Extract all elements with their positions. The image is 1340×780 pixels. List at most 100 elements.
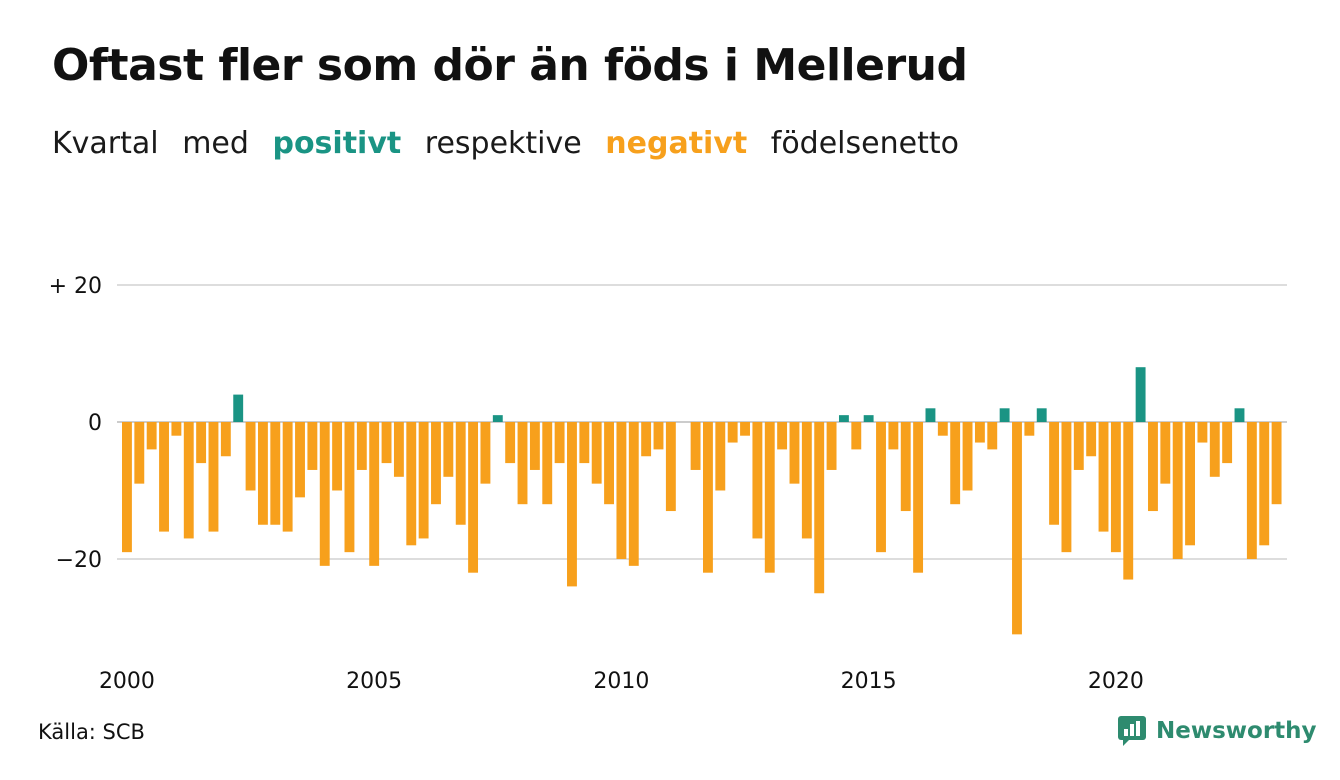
bar: [801, 422, 812, 539]
bar: [554, 422, 565, 464]
bar: [208, 422, 219, 532]
bar: [838, 415, 849, 422]
chart-subtitle: Kvartal med positivt respektive negativt…: [52, 126, 973, 161]
bar: [542, 422, 553, 505]
bar: [369, 422, 380, 566]
bar: [406, 422, 417, 546]
bar: [900, 422, 911, 512]
bar: [888, 422, 899, 450]
bar: [1098, 422, 1109, 532]
bar: [505, 422, 516, 464]
bar: [1024, 422, 1035, 436]
bar: [233, 394, 244, 422]
bar: [1073, 422, 1084, 470]
bar: [282, 422, 293, 532]
bar: [1123, 422, 1134, 580]
bar: [1246, 422, 1257, 559]
subtitle-text-med: med: [182, 126, 249, 161]
x-tick-label: 2010: [593, 669, 649, 694]
bar: [567, 422, 577, 587]
bar: [257, 422, 268, 525]
bar: [171, 422, 182, 436]
bar: [715, 422, 726, 491]
bar: [480, 422, 491, 484]
bar: [307, 422, 318, 470]
x-tick-label: 2020: [1088, 669, 1144, 694]
bar: [134, 422, 145, 484]
bar: [245, 422, 256, 491]
bar: [740, 422, 750, 436]
bar: [1185, 422, 1195, 546]
bar: [295, 422, 305, 498]
bar: [727, 422, 738, 443]
bar: [703, 422, 713, 573]
bar: [1234, 408, 1245, 422]
bar: [665, 422, 676, 512]
bar: [987, 422, 998, 450]
bar: [146, 422, 157, 450]
y-tick-label: −20: [56, 548, 102, 573]
legend-negative: negativt: [605, 126, 748, 161]
bar: [876, 422, 886, 553]
bar: [468, 422, 479, 573]
bar: [159, 422, 169, 532]
bar: [517, 422, 528, 505]
bar: [1012, 422, 1022, 635]
bar: [925, 408, 936, 422]
bar: [826, 422, 837, 470]
y-axis-labels: + 20 0 −20: [49, 274, 102, 573]
bar: [122, 422, 132, 553]
bar: [1110, 422, 1121, 553]
bar: [851, 422, 862, 450]
subtitle-text-fodelsenetto: födelsenetto: [770, 126, 959, 161]
bar: [344, 422, 355, 553]
bar: [319, 422, 330, 566]
bar: [628, 422, 639, 566]
bar: [1209, 422, 1220, 477]
chart-title: Oftast fler som dör än föds i Mellerud: [52, 40, 968, 91]
subtitle-text-kvartal: Kvartal: [52, 126, 159, 161]
bar: [492, 415, 503, 422]
bar: [1049, 422, 1060, 525]
bar: [653, 422, 664, 450]
bar: [196, 422, 207, 464]
brand-logo[interactable]: Newsworthy: [1118, 714, 1317, 748]
bar: [1222, 422, 1233, 464]
bar: [962, 422, 973, 491]
bar: [937, 422, 948, 436]
bar: [1160, 422, 1171, 484]
legend-positive: positivt: [272, 126, 402, 161]
bar: [1135, 367, 1146, 422]
bar: [777, 422, 788, 450]
bar: [789, 422, 800, 484]
bar: [814, 422, 825, 594]
x-axis-labels: 2000 2005 2010 2015 2020: [99, 669, 1144, 694]
brand-name: Newsworthy: [1156, 718, 1317, 744]
bar: [1036, 408, 1047, 422]
x-tick-label: 2015: [841, 669, 897, 694]
bar: [529, 422, 540, 470]
bar: [443, 422, 454, 477]
bar: [974, 422, 985, 443]
bar: [1148, 422, 1158, 512]
bar: [579, 422, 590, 464]
bar: [1259, 422, 1270, 546]
bar: [764, 422, 775, 573]
bar: [752, 422, 763, 539]
bar: [641, 422, 652, 457]
bar: [356, 422, 367, 470]
bars: [122, 367, 1282, 635]
bar-chart: + 20 0 −20 2000 2005 2010 2015 2020: [49, 274, 1287, 694]
bar: [616, 422, 627, 559]
newsworthy-logo-icon: [1118, 716, 1146, 746]
bar: [863, 415, 874, 422]
bar: [393, 422, 404, 477]
bar: [950, 422, 961, 505]
bar: [1061, 422, 1072, 553]
bar: [455, 422, 466, 525]
bar: [270, 422, 281, 525]
bar: [1271, 422, 1282, 505]
bar: [591, 422, 602, 484]
bar: [690, 422, 701, 470]
bar: [604, 422, 614, 505]
